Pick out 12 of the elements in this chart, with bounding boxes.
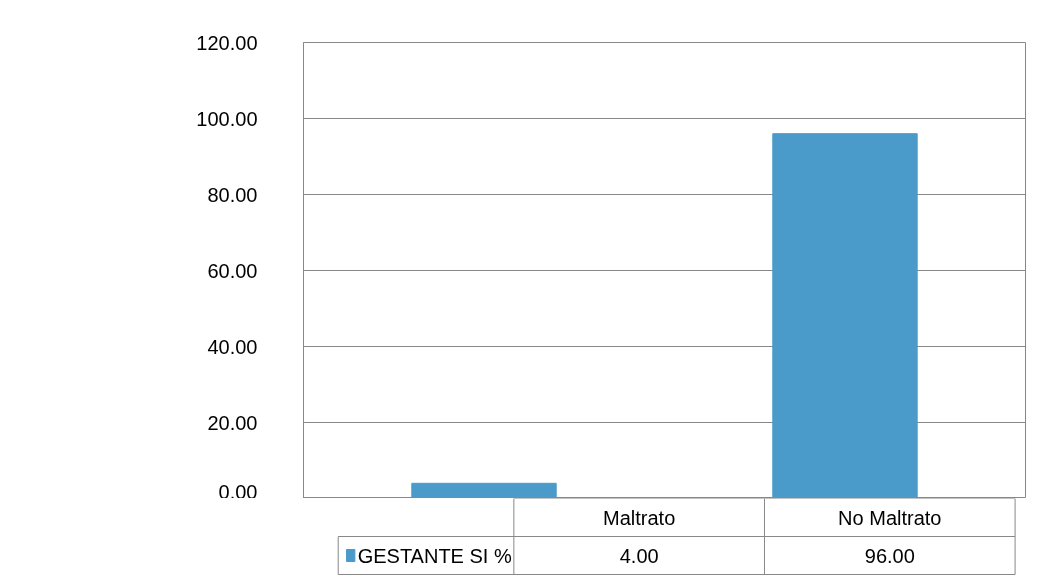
x-tick-label: Maltrato: [603, 506, 676, 529]
y-tick-label: 40.00: [207, 335, 258, 358]
y-tick-label: 60.00: [207, 259, 258, 282]
y-tick-label: 80.00: [207, 183, 258, 206]
legend-label: GESTANTE SI %: [357, 544, 512, 567]
data-label: 96.00: [864, 544, 915, 567]
y-tick-label: 120.00: [196, 31, 258, 54]
y-tick-label: 20.00: [207, 411, 258, 434]
y-tick-label: 100.00: [196, 107, 258, 130]
data-label: 4.00: [619, 544, 659, 567]
y-tick-label: 0.00: [218, 480, 258, 503]
x-tick-label: No Maltrato: [838, 506, 942, 529]
